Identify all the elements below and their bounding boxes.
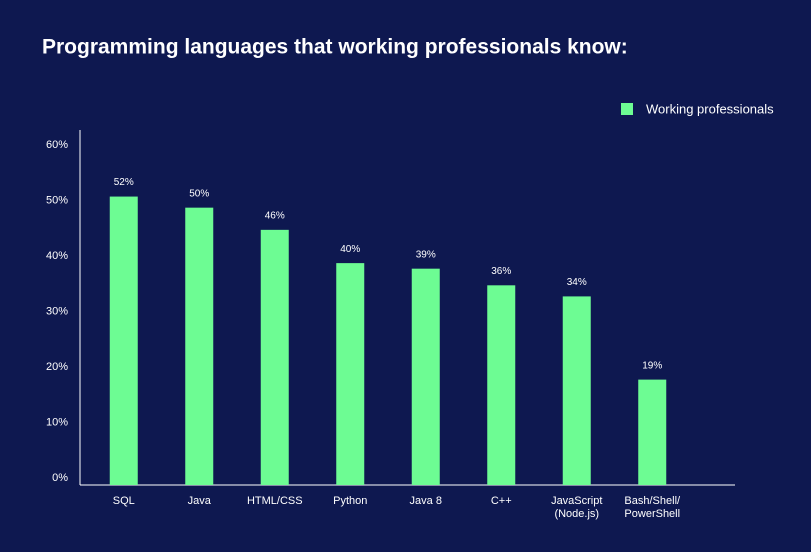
value-label: 34% (567, 277, 587, 288)
y-tick-label: 30% (46, 306, 68, 318)
value-label: 52% (114, 177, 134, 188)
y-tick-label: 0% (52, 472, 68, 484)
x-tick-label: Java (188, 495, 212, 507)
bar (487, 285, 516, 485)
value-label: 50% (189, 188, 209, 199)
y-tick-label: 40% (46, 250, 68, 262)
y-tick-label: 50% (46, 195, 68, 207)
x-tick-label: Bash/Shell/PowerShell (624, 495, 681, 520)
chart-title: Programming languages that working profe… (42, 36, 628, 59)
x-tick-label: Java 8 (410, 495, 442, 507)
x-tick-label: Python (333, 495, 367, 507)
bar (185, 207, 214, 485)
x-tick-label: C++ (491, 495, 512, 507)
value-label: 46% (265, 210, 285, 221)
bar (638, 379, 667, 485)
bar (260, 229, 289, 485)
bar (336, 263, 365, 485)
bar (109, 196, 138, 485)
value-label: 40% (340, 244, 360, 255)
value-label: 36% (491, 266, 511, 277)
value-label: 19% (642, 360, 662, 371)
x-tick-label: HTML/CSS (247, 495, 303, 507)
y-tick-label: 60% (46, 139, 68, 151)
bar (411, 268, 440, 485)
x-tick-label: JavaScript (Node.js) (551, 495, 602, 520)
y-tick-label: 20% (46, 361, 68, 373)
x-tick-label: SQL (113, 495, 135, 507)
legend-swatch (621, 103, 633, 115)
bar (562, 296, 591, 485)
value-label: 39% (416, 249, 436, 260)
legend-label: Working professionals (646, 101, 774, 116)
y-tick-label: 10% (46, 416, 68, 428)
